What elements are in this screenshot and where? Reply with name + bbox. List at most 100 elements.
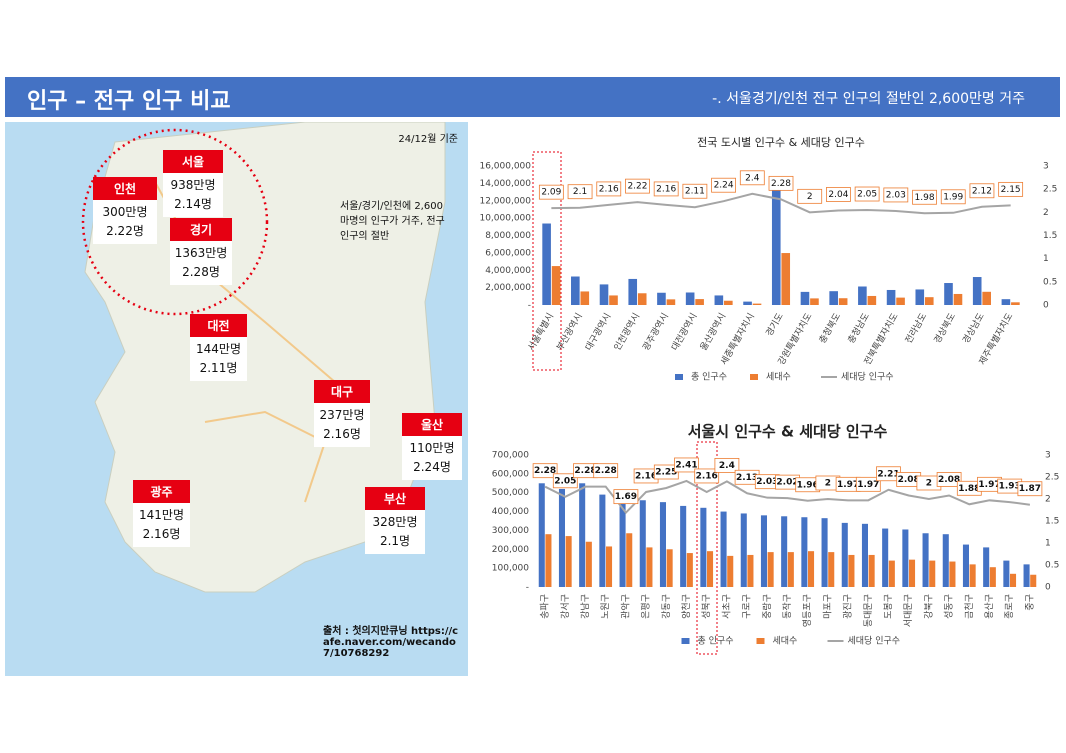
legend-label: 총 인구수	[691, 372, 727, 383]
x-tick-label: 성북구	[701, 594, 712, 619]
city-population: 938만명	[170, 178, 216, 192]
bar	[551, 266, 561, 305]
chart-title: 전국 도시별 인구수 & 세대당 인구수	[697, 136, 865, 149]
value-label: 2.05	[554, 476, 576, 486]
value-label-box	[969, 183, 995, 199]
bar	[909, 559, 916, 587]
value-label: 2.41	[675, 460, 697, 470]
city-body: 328만명 2.1명	[365, 510, 425, 555]
bar	[695, 299, 704, 305]
x-tick-label: 서대문구	[903, 594, 914, 627]
source-note: 출처 : 첫의지만큐닝 https://cafe.naver.com/wecan…	[323, 626, 459, 659]
x-tick-label: 충청남도	[846, 311, 872, 345]
subtitle: -. 서울경기/인천 전구 인구의 절반인 2,600만명 거주	[712, 91, 1025, 107]
legend-swatch	[750, 374, 758, 380]
value-label-box	[768, 175, 794, 191]
x-tick-label: 전라남도	[903, 311, 929, 345]
city-body: 237만명 2.16명	[314, 403, 370, 448]
bar	[781, 253, 791, 305]
y2-tick-label: 0	[1043, 301, 1049, 311]
x-tick-label: 송파구	[540, 594, 551, 619]
value-label-box	[694, 468, 720, 484]
legend-label: 세대당 인구수	[848, 636, 901, 647]
city-body: 300만명 2.22명	[93, 200, 157, 245]
y-tick-label: 12,000,000	[479, 196, 531, 206]
legend-label: 총 인구수	[698, 636, 734, 647]
bar	[915, 289, 925, 305]
city-body: 1363만명 2.28명	[170, 241, 232, 286]
title: 인구 – 전구 인구 비교	[27, 89, 231, 114]
bar	[1001, 299, 1011, 305]
y-tick-label: -	[526, 583, 529, 593]
bar	[929, 560, 936, 587]
value-label-box	[855, 476, 881, 492]
value-label: 2.16	[696, 471, 718, 481]
bar	[724, 300, 733, 305]
x-tick-label: 동대문구	[863, 594, 874, 627]
x-tick-label: 서울특별시	[526, 311, 556, 352]
bar	[1023, 564, 1030, 587]
bar	[808, 551, 815, 587]
value-label-box	[532, 463, 558, 479]
bar	[545, 534, 552, 587]
city-box: 울산 110만명 2.24명	[402, 413, 462, 481]
value-label: 2.16	[599, 184, 619, 194]
bar	[982, 291, 991, 305]
bar	[599, 284, 609, 305]
city-ratio: 2.1명	[379, 534, 411, 549]
city-population: 328만명	[372, 515, 418, 529]
x-tick-label: 경상남도	[960, 311, 987, 346]
x-tick-label: 마포구	[822, 594, 833, 619]
value-label-box	[1017, 481, 1043, 497]
bar	[542, 223, 551, 305]
x-tick-label: 경기도	[763, 311, 786, 339]
bar	[828, 552, 835, 587]
y-tick-label: 6,000,000	[485, 248, 531, 258]
bar	[686, 553, 693, 587]
bar	[888, 560, 895, 587]
bar	[752, 303, 762, 305]
x-tick-label: 강서구	[560, 594, 571, 619]
value-label-box	[674, 457, 699, 473]
city-body: 141만명 2.16명	[133, 503, 190, 548]
x-tick-label: 강남구	[580, 594, 591, 619]
y2-tick-label: 0.5	[1045, 561, 1059, 571]
city-body: 110만명 2.24명	[402, 436, 462, 481]
bar	[787, 552, 794, 587]
bar	[882, 528, 889, 587]
y2-tick-label: 1.5	[1045, 517, 1059, 527]
x-tick-label: 대구광역시	[582, 311, 613, 353]
y-tick-label: 600,000	[492, 469, 529, 479]
bar	[972, 277, 982, 305]
bar	[579, 483, 586, 587]
bar	[609, 295, 618, 305]
value-label: 2.05	[857, 190, 877, 200]
value-label: 1.99	[943, 192, 963, 202]
value-label: 2.22	[627, 182, 647, 192]
value-label-box	[711, 177, 736, 193]
value-label: 2.11	[685, 187, 705, 197]
x-tick-label: 서초구	[721, 594, 732, 619]
y-tick-label: 300,000	[492, 526, 529, 536]
y-tick-label: 16,000,000	[479, 162, 531, 172]
bar	[571, 276, 580, 305]
legend-label: 세대당 인구수	[841, 372, 894, 383]
bar	[659, 502, 666, 587]
x-tick-label: 울산광역시	[697, 311, 728, 353]
x-tick-label: 강북구	[923, 594, 934, 619]
bar	[707, 551, 714, 587]
bar	[886, 289, 896, 305]
highlight-box	[696, 441, 718, 655]
city-name: 대전	[190, 314, 247, 337]
value-label: 1.96	[797, 480, 819, 490]
city-box: 광주 141만명 2.16명	[133, 480, 190, 548]
bar	[861, 523, 868, 587]
bar	[838, 298, 848, 305]
value-label: 2.4	[719, 461, 735, 471]
value-label-box	[714, 457, 740, 473]
city-population: 144만명	[196, 342, 241, 356]
bar	[646, 547, 653, 587]
x-tick-label: 노원구	[600, 594, 611, 619]
y-tick-label: -	[528, 301, 531, 311]
bar	[626, 533, 633, 587]
